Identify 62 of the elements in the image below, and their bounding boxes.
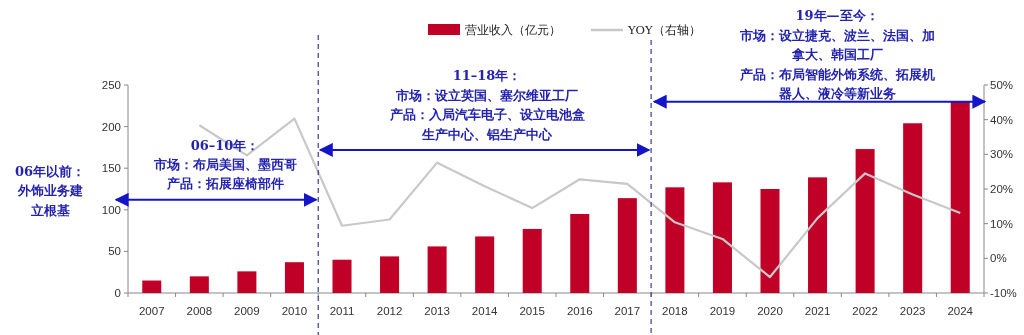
bar: [427, 246, 447, 293]
bar: [617, 198, 637, 293]
y2-tick-label: 10%: [990, 217, 1014, 230]
bar: [189, 276, 209, 293]
y-tick-label: 50: [108, 245, 121, 258]
x-tick-label: 2018: [662, 305, 688, 317]
annotation: 06年以前：: [14, 164, 86, 179]
y-tick-label: 100: [101, 203, 121, 216]
legend-label: 营业收入（亿元）: [465, 23, 561, 37]
y2-tick-label: 20%: [990, 183, 1014, 195]
y2-tick-label: 30%: [990, 148, 1014, 161]
annotation: 市场：设立捷克、波兰、法国、加拿大、韩国工厂: [739, 27, 935, 62]
x-tick-label: 2021: [804, 305, 831, 317]
x-tick-label: 2017: [614, 305, 641, 317]
x-tick-label: 2009: [234, 305, 260, 317]
bar: [142, 280, 162, 293]
x-tick-label: 2008: [186, 305, 213, 317]
annotation: 产品：拓展座椅部件: [166, 176, 284, 191]
bar: [522, 228, 542, 293]
bar: [855, 149, 875, 293]
bar: [237, 271, 257, 293]
bar: [284, 262, 304, 293]
x-tick-label: 2015: [519, 305, 546, 317]
bar: [665, 187, 685, 293]
annotation: 06–10年：: [190, 138, 260, 153]
x-tick-label: 2007: [138, 305, 165, 317]
x-tick-label: 2024: [947, 305, 974, 317]
bar: [760, 189, 780, 293]
x-tick-label: 2013: [424, 305, 450, 317]
legend-label: YOY（右轴）: [627, 23, 701, 37]
y2-tick-label: -10%: [990, 287, 1017, 299]
bar: [903, 123, 923, 293]
x-tick-label: 2016: [566, 305, 593, 317]
y-tick-label: 200: [101, 120, 121, 133]
bar: [332, 259, 352, 293]
bar: [475, 236, 495, 293]
x-tick-label: 2019: [709, 305, 736, 317]
annotation: 产品：入局汽车电子、设立电池盒生产中心、铝生产中心: [389, 107, 585, 142]
y-tick-label: 250: [101, 79, 121, 91]
bar: [950, 101, 970, 293]
y-tick-label: 0: [114, 287, 121, 299]
annotation: 11–18年：: [452, 68, 522, 83]
annotation: 19年—至今：: [795, 8, 879, 23]
y2-tick-label: 0%: [990, 252, 1007, 265]
x-tick-label: 2010: [281, 305, 308, 317]
y-tick-label: 150: [101, 162, 121, 175]
x-tick-label: 2012: [376, 305, 403, 317]
y2-tick-label: 50%: [990, 79, 1014, 91]
bar: [712, 182, 732, 293]
annotation: 外饰业务建立根基: [17, 183, 83, 218]
x-tick-label: 2022: [852, 305, 878, 317]
x-tick-label: 2023: [899, 305, 926, 317]
annotation: 市场：设立英国、塞尔维亚工厂: [396, 87, 578, 103]
annotation: 产品：布局智能外饰系统、拓展机器人、液冷等新业务: [739, 66, 935, 101]
x-tick-label: 2014: [471, 305, 499, 317]
bar: [380, 256, 400, 293]
annotation: 市场：布局美国、墨西哥: [153, 157, 297, 172]
y2-tick-label: 40%: [990, 113, 1014, 126]
bar: [570, 213, 590, 293]
x-tick-label: 2011: [329, 305, 355, 317]
x-tick-label: 2020: [757, 305, 783, 317]
bar: [808, 177, 828, 293]
